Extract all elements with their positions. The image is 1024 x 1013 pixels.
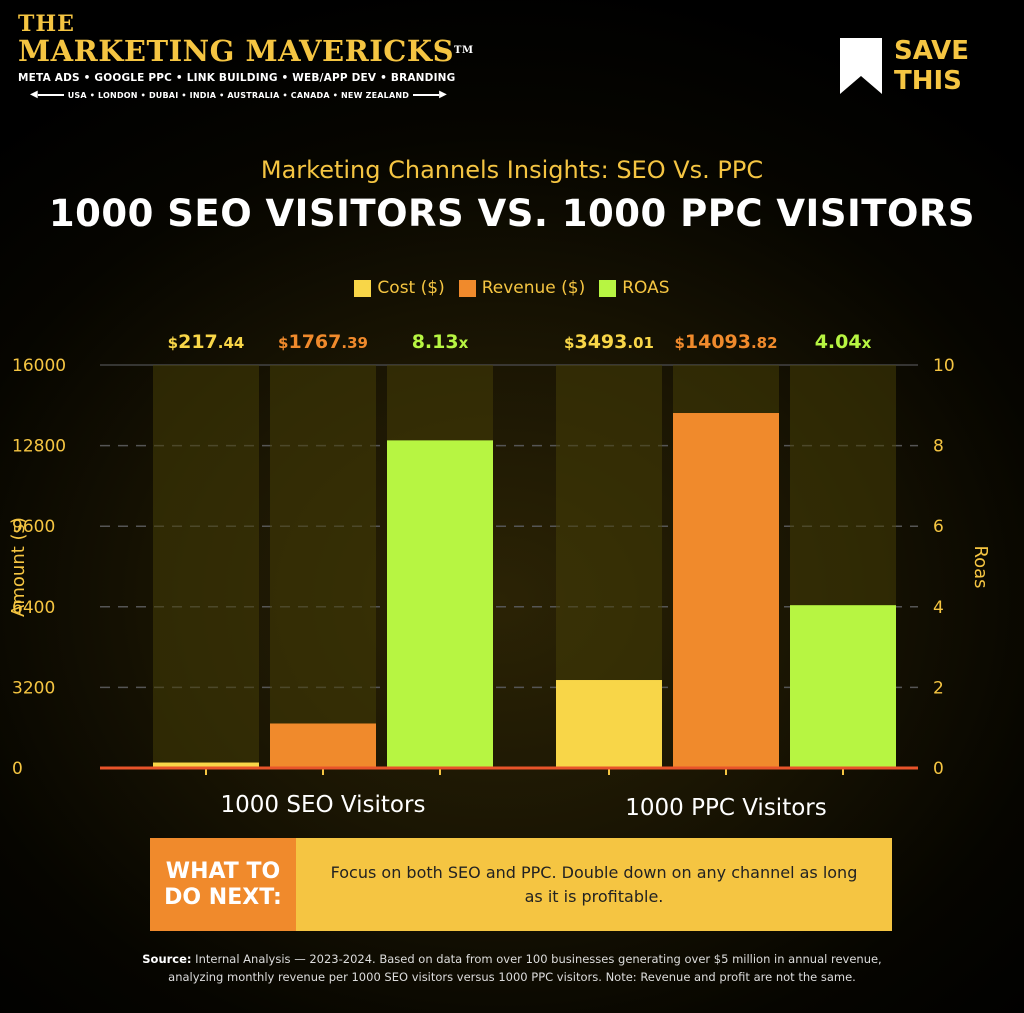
y-tick-label: 3200 <box>12 678 55 698</box>
legend-item-roas: ROAS <box>599 278 670 298</box>
brand-the: THE <box>18 11 75 37</box>
cta-label-line-2: DO NEXT: <box>164 884 282 910</box>
y-tick-label: 0 <box>12 759 23 779</box>
bar-revenue <box>673 413 779 768</box>
brand-name: MARKETING MAVERICKSTM <box>18 36 474 66</box>
chart-subtitle: Marketing Channels Insights: SEO Vs. PPC <box>260 156 764 184</box>
brand-services: META ADS • GOOGLE PPC • LINK BUILDING • … <box>18 72 456 84</box>
y-right-axis-title: Roas <box>970 545 991 588</box>
what-to-do-next-box: WHAT TO DO NEXT: Focus on both SEO and PP… <box>150 838 892 931</box>
source-line-1: Source: Internal Analysis — 2023-2024. B… <box>0 950 1024 968</box>
y-right-tick-label: 2 <box>933 678 944 698</box>
bar-cost <box>153 762 259 768</box>
bar-roas <box>387 440 493 768</box>
x-category-label: 1000 PPC Visitors <box>625 795 826 821</box>
value-label-cost: $3493.01 <box>564 331 654 353</box>
arrow-line-right <box>413 94 440 96</box>
legend-label-roas: ROAS <box>622 278 670 298</box>
brand-name-text: MARKETING MAVERICKS <box>18 34 455 68</box>
value-label-revenue: $1767.39 <box>278 331 368 353</box>
legend-item-cost: Cost ($) <box>354 278 445 298</box>
source-note: Source: Internal Analysis — 2023-2024. B… <box>0 950 1024 986</box>
bar-revenue <box>270 723 376 768</box>
right-arrow-icon: ▶ <box>439 89 447 100</box>
cta-label: WHAT TO DO NEXT: <box>150 838 296 931</box>
value-label-cost: $217.44 <box>168 331 245 353</box>
legend-label-cost: Cost ($) <box>377 278 445 298</box>
left-arrow-icon: ◀ <box>30 89 38 100</box>
y-tick-label: 9600 <box>12 517 55 537</box>
save-line-1: SAVE <box>894 36 969 66</box>
bar-track <box>153 365 259 768</box>
chart-legend: Cost ($) Revenue ($) ROAS <box>0 278 1024 298</box>
source-text-1: Internal Analysis — 2023-2024. Based on … <box>191 952 882 966</box>
save-this-text: SAVE THIS <box>894 36 969 96</box>
legend-item-revenue: Revenue ($) <box>458 278 586 298</box>
cta-label-line-1: WHAT TO <box>165 858 281 884</box>
legend-label-revenue: Revenue ($) <box>481 278 586 298</box>
bar-cost <box>556 680 662 768</box>
brand-countries: USA • LONDON • DUBAI • INDIA • AUSTRALIA… <box>67 90 410 100</box>
save-this-badge[interactable]: SAVE THIS <box>838 36 969 96</box>
brand-logo: THE MARKETING MAVERICKSTM META ADS • GOO… <box>18 12 474 100</box>
value-label-roas: 8.13x <box>412 331 469 353</box>
bookmark-icon <box>840 38 882 94</box>
value-label-roas: 4.04x <box>815 331 872 353</box>
y-tick-label: 12800 <box>12 437 66 457</box>
y-tick-label: 6400 <box>12 598 55 618</box>
legend-swatch-roas <box>599 279 617 297</box>
y-tick-label: 16000 <box>12 356 66 376</box>
source-text-2: analyzing monthly revenue per 1000 SEO v… <box>168 970 856 984</box>
x-category-label: 1000 SEO Visitors <box>221 792 426 818</box>
arrow-line-left <box>37 94 64 96</box>
y-right-tick-label: 8 <box>933 437 944 457</box>
cta-text: Focus on both SEO and PPC. Double down o… <box>296 838 892 931</box>
y-right-tick-label: 0 <box>933 759 944 779</box>
bar-roas <box>790 605 896 768</box>
source-label: Source: <box>142 952 192 966</box>
save-line-2: THIS <box>894 66 962 96</box>
legend-swatch-revenue <box>458 279 476 297</box>
legend-swatch-cost <box>354 279 372 297</box>
y-right-tick-label: 6 <box>933 517 944 537</box>
chart-title: 1000 SEO VISITORS VS. 1000 PPC VISITORS <box>48 192 976 235</box>
y-right-tick-label: 4 <box>933 598 944 618</box>
y-right-tick-label: 10 <box>933 356 955 376</box>
brand-countries-row: ◀ USA • LONDON • DUBAI • INDIA • AUSTRAL… <box>30 90 474 100</box>
value-label-revenue: $14093.82 <box>674 331 777 353</box>
y-axis-title: Amount (s) <box>8 517 29 617</box>
brand-tm: TM <box>454 45 474 56</box>
bar-track <box>270 365 376 768</box>
bar-chart: 0 0 3200 2 6400 4 9600 6 12800 8 16000 10 Amount (s)… <box>8 331 991 821</box>
